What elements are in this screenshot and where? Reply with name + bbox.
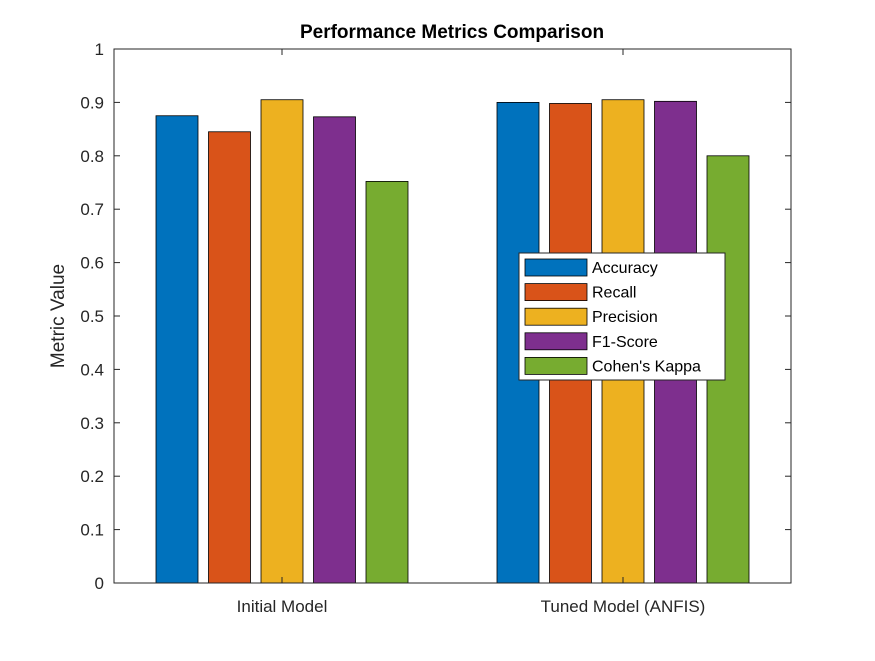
bar-recall-0 bbox=[208, 131, 251, 584]
legend-swatch bbox=[524, 356, 588, 375]
bar-f1-score-0 bbox=[313, 116, 356, 584]
y-tick-label: 0.9 bbox=[80, 93, 104, 112]
legend-entry-label: Accuracy bbox=[592, 260, 658, 277]
legend-entry-label: F1-Score bbox=[592, 334, 658, 351]
y-tick-label: 0 bbox=[95, 574, 104, 593]
y-tick-label: 0.4 bbox=[80, 360, 104, 379]
y-tick-label: 0.3 bbox=[80, 414, 104, 433]
axes-layer: 0 0.1 0.2 0.3 0.4 0.5 0.6 0.7 0.8 0.9 1 Initial Mod… bbox=[80, 40, 792, 616]
legend-swatch bbox=[524, 307, 588, 326]
legend-swatch bbox=[524, 332, 588, 351]
legend-entry-label: Precision bbox=[592, 309, 658, 326]
y-tick-label: 0.2 bbox=[80, 467, 104, 486]
y-axis-label: Metric Value bbox=[48, 264, 69, 368]
y-tick-label: 0.1 bbox=[80, 521, 104, 540]
legend-entry-label: Recall bbox=[592, 285, 636, 302]
legend: Accuracy Recall Precision F1-Score Cohen's K… bbox=[518, 252, 726, 381]
legend-swatch bbox=[524, 258, 588, 277]
bar-precision-0 bbox=[260, 99, 304, 584]
x-tick-label: Tuned Model (ANFIS) bbox=[541, 597, 706, 616]
x-tick-label: Initial Model bbox=[237, 597, 328, 616]
legend-entry-label: Cohen's Kappa bbox=[592, 358, 701, 375]
chart-title: Performance Metrics Comparison bbox=[300, 22, 604, 43]
y-tick-label: 1 bbox=[95, 40, 104, 59]
y-tick-label: 0.8 bbox=[80, 147, 104, 166]
y-tick-label: 0.5 bbox=[80, 307, 104, 326]
legend-swatch bbox=[524, 283, 588, 302]
y-tick-label: 0.6 bbox=[80, 254, 104, 273]
y-tick-label: 0.7 bbox=[80, 200, 104, 219]
bar-cohen-s-kappa-0 bbox=[365, 181, 409, 584]
bar-accuracy-0 bbox=[155, 115, 199, 584]
